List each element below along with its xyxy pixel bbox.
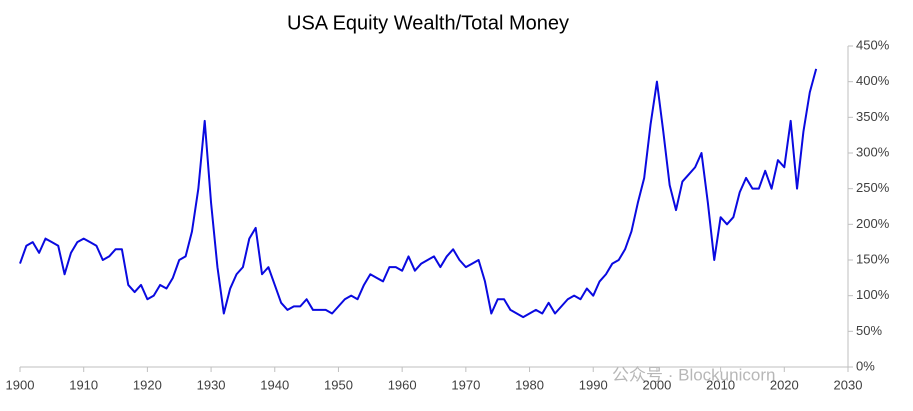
x-tick-label: 1990 [579,377,608,392]
y-tick-label: 350% [856,109,890,124]
y-tick-label: 400% [856,73,890,88]
y-tick-label: 200% [856,216,890,231]
y-tick-label: 0% [856,358,875,373]
x-tick-label: 2000 [642,377,671,392]
y-tick-label: 450% [856,37,890,52]
watermark: 公众号 · Blockunicorn [612,365,775,384]
y-tick-label: 100% [856,287,890,302]
y-tick-label: 250% [856,180,890,195]
chart-title: USA Equity Wealth/Total Money [287,12,569,34]
x-tick-label: 1940 [260,377,289,392]
y-tick-label: 50% [856,323,882,338]
line-series [19,68,818,319]
x-tick-label: 1920 [133,377,162,392]
x-tick-label: 2010 [706,377,735,392]
x-tick-label: 1900 [6,377,35,392]
x-tick-label: 2030 [834,377,863,392]
x-tick-label: 1950 [324,377,353,392]
x-tick-label: 1910 [69,377,98,392]
x-tick-label: 2020 [770,377,799,392]
y-tick-label: 150% [856,251,890,266]
y-tick-label: 300% [856,144,890,159]
x-tick-label: 1960 [388,377,417,392]
x-tick-label: 1970 [451,377,480,392]
x-tick-label: 1980 [515,377,544,392]
x-tick-label: 1930 [197,377,226,392]
